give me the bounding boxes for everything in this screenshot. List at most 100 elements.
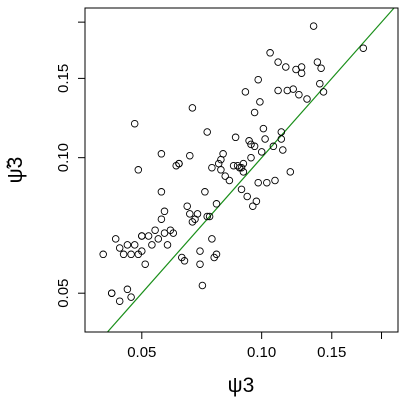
data-point: [205, 212, 214, 221]
data-point: [250, 142, 259, 151]
x-axis-label: ψ3: [228, 374, 255, 397]
data-point: [235, 163, 244, 172]
data-point: [247, 153, 255, 162]
data-point: [157, 215, 166, 223]
data-point: [163, 241, 172, 249]
data-point: [231, 133, 240, 142]
data-point: [186, 151, 194, 160]
data-point: [286, 168, 295, 176]
data-point: [247, 140, 255, 149]
data-point: [269, 142, 278, 151]
y-tick-label: 0.10: [55, 143, 72, 172]
data-point: [198, 281, 207, 290]
data-point: [127, 293, 135, 301]
data-point: [303, 95, 311, 103]
data-point: [141, 260, 149, 268]
data-point: [263, 178, 271, 187]
y-tick-label: 0.05: [55, 279, 72, 308]
data-point: [282, 63, 290, 71]
data-point: [138, 247, 146, 255]
data-point: [154, 235, 163, 243]
data-point: [241, 88, 250, 96]
data-point: [221, 172, 229, 180]
data-point: [111, 235, 120, 243]
point-layer: [99, 22, 368, 305]
data-point: [249, 202, 257, 210]
data-point: [319, 88, 328, 96]
data-point: [214, 159, 223, 168]
data-point: [277, 128, 286, 136]
data-point: [277, 135, 286, 143]
x-tick-label: 0.15: [317, 344, 346, 361]
data-point: [201, 188, 209, 196]
data-point: [274, 86, 282, 95]
data-point: [134, 166, 143, 174]
y-axis: 0.05 0.10 0.15: [55, 21, 85, 308]
data-point: [256, 98, 264, 106]
data-point: [225, 176, 234, 185]
data-point: [239, 168, 248, 176]
data-point: [160, 229, 169, 237]
data-point: [148, 241, 156, 249]
data-point: [119, 250, 128, 259]
data-point: [297, 69, 306, 77]
data-point: [99, 250, 107, 259]
data-point: [237, 163, 246, 172]
data-point: [316, 79, 324, 88]
data-point: [130, 119, 139, 128]
data-point: [309, 22, 318, 30]
data-point: [188, 104, 197, 112]
data-point: [212, 200, 221, 208]
data-point: [123, 241, 132, 249]
data-point: [212, 250, 221, 259]
data-point: [138, 232, 146, 240]
data-point: [271, 176, 279, 185]
data-point: [250, 108, 259, 117]
data-point: [252, 197, 261, 206]
data-point: [169, 229, 178, 237]
data-point: [175, 159, 183, 168]
data-point: [188, 218, 197, 226]
data-point: [274, 58, 282, 66]
data-point: [237, 185, 246, 194]
data-point: [297, 63, 306, 71]
data-point: [313, 58, 322, 66]
data-point: [186, 210, 194, 218]
x-tick-label: 0.05: [127, 344, 156, 361]
data-point: [203, 212, 211, 221]
data-point: [245, 137, 253, 145]
data-point: [193, 210, 202, 218]
data-point: [123, 285, 132, 294]
x-axis: 0.05 0.10 0.15: [127, 332, 383, 361]
data-point: [289, 85, 297, 93]
data-point: [239, 159, 248, 168]
data-point: [196, 247, 204, 255]
data-point: [203, 128, 211, 136]
data-point: [266, 49, 274, 57]
y-tick-label: 0.15: [55, 64, 72, 93]
data-point: [115, 244, 124, 252]
identity-line: [107, 7, 395, 333]
data-point: [160, 207, 169, 216]
data-point: [127, 250, 135, 259]
plot-frame: [84, 7, 399, 333]
data-point: [115, 297, 124, 305]
data-point: [208, 163, 216, 172]
data-point: [180, 257, 189, 265]
x-tick-label: 0.10: [247, 344, 276, 361]
data-point: [183, 202, 191, 210]
data-point: [157, 150, 166, 158]
data-point: [359, 44, 368, 52]
data-point: [317, 64, 325, 72]
data-point: [257, 148, 266, 156]
data-point: [261, 135, 269, 143]
data-point: [259, 124, 268, 133]
data-point: [283, 86, 292, 95]
data-point: [219, 150, 227, 158]
data-point: [279, 146, 287, 154]
data-point: [107, 289, 116, 297]
data-point: [208, 235, 216, 243]
data-point: [151, 226, 159, 234]
identity-line-layer: [107, 7, 395, 333]
